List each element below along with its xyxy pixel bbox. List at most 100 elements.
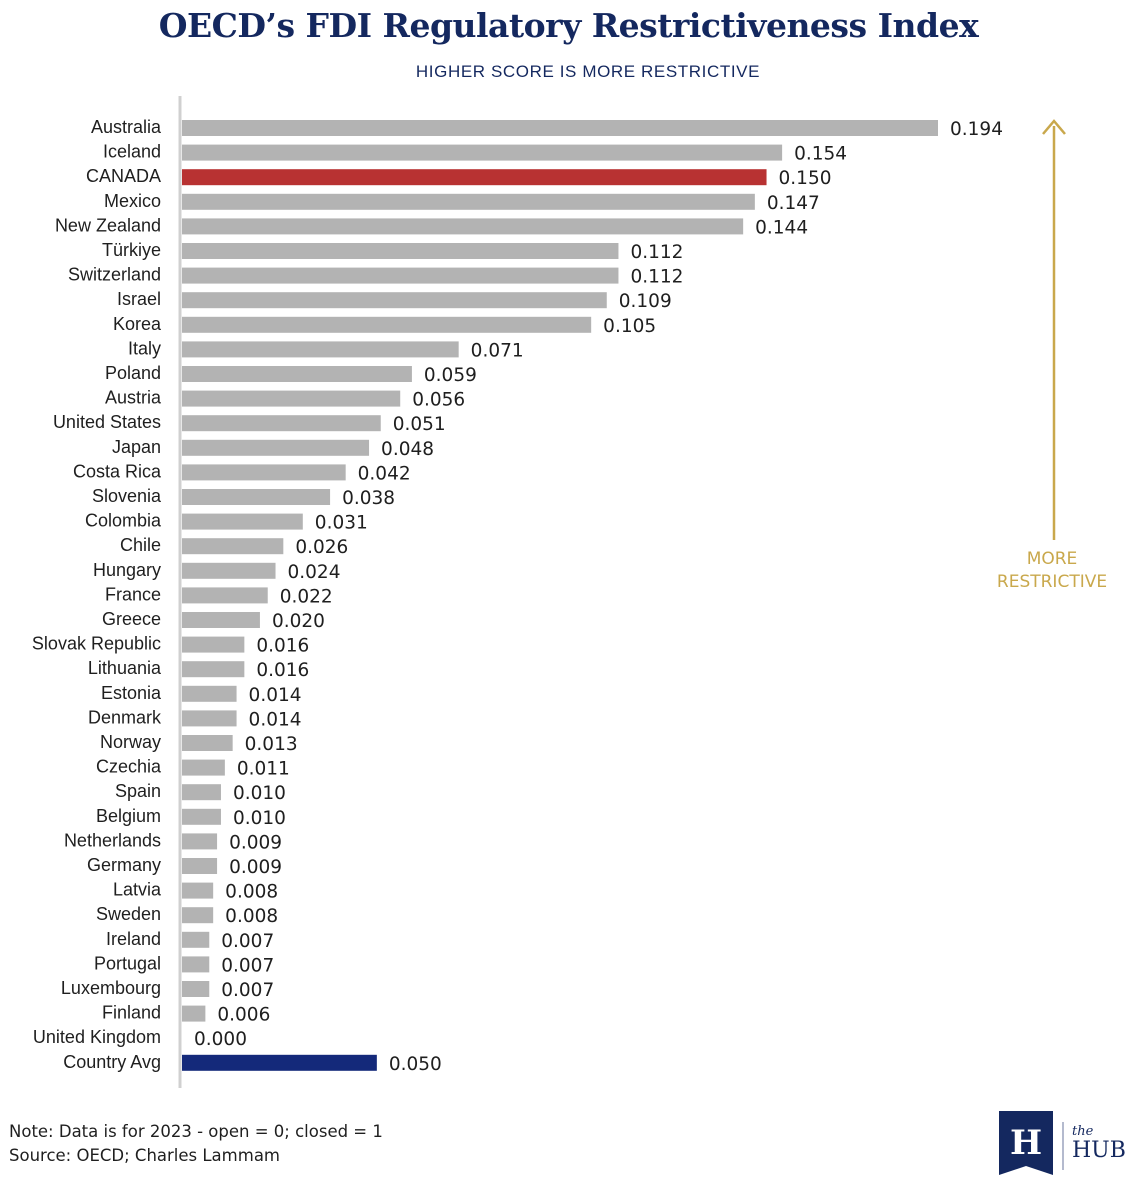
category-label: Mexico	[104, 191, 161, 211]
bar	[182, 341, 459, 358]
category-label: Türkiye	[102, 240, 161, 260]
category-label: Sweden	[96, 904, 161, 924]
category-label: Switzerland	[68, 265, 161, 285]
category-label: Latvia	[113, 880, 162, 900]
logo-letter: H	[1010, 1123, 1042, 1163]
bar	[182, 833, 218, 850]
value-label: 0.056	[412, 390, 465, 411]
annotation-line-2: RESTRICTIVE	[996, 572, 1108, 592]
bar	[182, 981, 210, 997]
category-label: United Kingdom	[33, 1027, 161, 1047]
bar	[182, 144, 783, 161]
note-line: Note: Data is for 2023 - open = 0; close…	[9, 1122, 383, 1141]
logo-big-text: HUB	[1072, 1138, 1126, 1163]
category-label: Denmark	[88, 707, 162, 727]
bar	[182, 1005, 206, 1022]
category-label: Netherlands	[64, 830, 161, 850]
value-label: 0.026	[295, 537, 348, 558]
bar	[182, 858, 218, 874]
more-restrictive-arrow	[1042, 119, 1066, 540]
bar	[182, 489, 331, 505]
category-label: Czechia	[96, 757, 162, 777]
value-label: 0.008	[225, 906, 278, 927]
value-label: 0.007	[221, 931, 274, 952]
category-label: United States	[53, 412, 161, 432]
value-label: 0.024	[288, 562, 341, 583]
bar	[182, 562, 276, 579]
category-label: Lithuania	[88, 658, 162, 678]
category-label: Greece	[102, 609, 161, 629]
category-label: Israel	[117, 289, 161, 309]
category-label: Austria	[105, 388, 162, 408]
value-label: 0.000	[194, 1029, 247, 1050]
bar	[182, 612, 260, 628]
category-label: Portugal	[94, 953, 161, 973]
category-label: Country Avg	[63, 1052, 161, 1072]
bar	[182, 120, 938, 136]
bar	[182, 808, 221, 825]
bar	[182, 759, 225, 776]
category-label: Ireland	[106, 929, 161, 949]
category-label: New Zealand	[55, 215, 161, 235]
bar	[182, 907, 214, 924]
category-label: Slovenia	[92, 486, 162, 506]
value-label: 0.071	[471, 340, 524, 361]
value-label: 0.048	[381, 439, 434, 460]
bar	[182, 735, 233, 751]
bar	[182, 292, 607, 309]
bar	[182, 513, 303, 530]
bar	[182, 193, 755, 210]
value-label: 0.147	[767, 193, 820, 214]
bar	[182, 243, 619, 259]
value-label: 0.144	[755, 217, 808, 238]
value-label: 0.150	[779, 168, 832, 189]
value-label: 0.105	[603, 316, 656, 337]
category-label: Finland	[102, 1003, 161, 1023]
category-label: France	[105, 584, 161, 604]
value-label: 0.010	[233, 808, 286, 829]
value-label: 0.016	[256, 636, 309, 657]
bar	[182, 956, 210, 973]
value-label: 0.014	[249, 685, 302, 706]
value-label: 0.038	[342, 488, 395, 509]
category-label: Estonia	[101, 683, 162, 703]
bar	[182, 267, 619, 284]
value-label: 0.016	[256, 660, 309, 681]
category-label: Japan	[112, 437, 161, 457]
category-label: Hungary	[93, 560, 161, 580]
more-restrictive-annotation: MORE RESTRICTIVE	[972, 548, 1132, 594]
value-label: 0.031	[315, 513, 368, 534]
bar	[182, 538, 284, 555]
logo-banner-shape	[999, 1111, 1053, 1175]
chart-subtitle: HIGHER SCORE IS MORE RESTRICTIVE	[415, 62, 761, 81]
category-label: Korea	[113, 314, 162, 334]
value-label: 0.112	[630, 267, 683, 288]
category-label: Iceland	[103, 142, 161, 162]
bar	[182, 390, 401, 407]
bar	[182, 316, 592, 333]
bar	[182, 464, 346, 481]
bar	[182, 636, 245, 653]
bar	[182, 169, 767, 186]
category-label: Spain	[115, 781, 161, 801]
value-label: 0.009	[229, 832, 282, 853]
value-label: 0.051	[393, 414, 446, 435]
bar	[182, 685, 237, 702]
bar	[182, 784, 221, 801]
value-label: 0.020	[272, 611, 325, 632]
bars-group: Australia 0.194 Iceland 0.154 CANADA 0.150 Mex…	[32, 117, 1003, 1075]
bar	[182, 661, 245, 678]
category-label: Luxembourg	[61, 978, 161, 998]
bar	[182, 931, 210, 948]
category-label: CANADA	[86, 166, 161, 186]
category-label: Italy	[128, 338, 161, 358]
value-label: 0.013	[245, 734, 298, 755]
value-label: 0.010	[233, 783, 286, 804]
category-label: Slovak Republic	[32, 634, 161, 654]
value-label: 0.042	[358, 463, 411, 484]
value-label: 0.112	[630, 242, 683, 263]
value-label: 0.050	[389, 1054, 442, 1075]
value-label: 0.154	[794, 144, 847, 165]
value-label: 0.007	[221, 955, 274, 976]
value-label: 0.011	[237, 759, 290, 780]
